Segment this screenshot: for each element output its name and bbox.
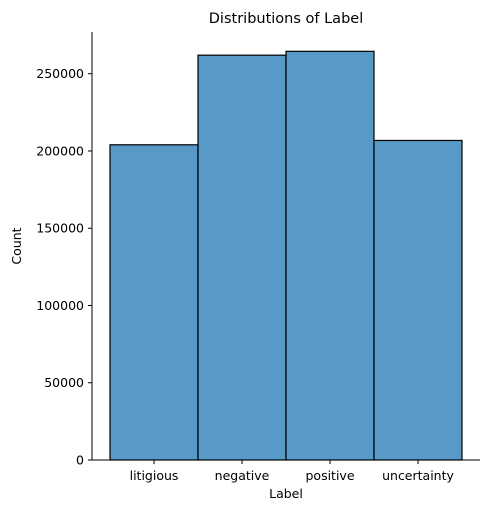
y-axis-ticks: 0 50000 100000 150000 200000 250000 bbox=[36, 66, 92, 468]
x-tick-label: uncertainty bbox=[382, 468, 454, 483]
y-tick-label: 250000 bbox=[36, 66, 84, 81]
y-tick-label: 150000 bbox=[36, 221, 84, 236]
y-tick-label: 200000 bbox=[36, 143, 84, 158]
x-tick-label: litigious bbox=[130, 468, 179, 483]
y-axis-label: Count bbox=[9, 227, 24, 264]
bar-uncertainty bbox=[373, 139, 463, 461]
bar-positive bbox=[285, 50, 375, 461]
x-tick-label: positive bbox=[305, 468, 354, 483]
x-axis-ticks: litigious negative positive uncertainty bbox=[130, 460, 454, 483]
y-tick-label: 0 bbox=[76, 453, 84, 468]
bar-litigious bbox=[109, 144, 199, 461]
bars bbox=[109, 50, 463, 461]
y-tick-label: 100000 bbox=[36, 298, 84, 313]
x-tick-label: negative bbox=[215, 468, 270, 483]
y-tick-label: 50000 bbox=[44, 375, 84, 390]
bar-negative bbox=[197, 54, 287, 461]
chart-title: Distributions of Label bbox=[209, 11, 363, 27]
x-axis-label: Label bbox=[269, 486, 303, 501]
